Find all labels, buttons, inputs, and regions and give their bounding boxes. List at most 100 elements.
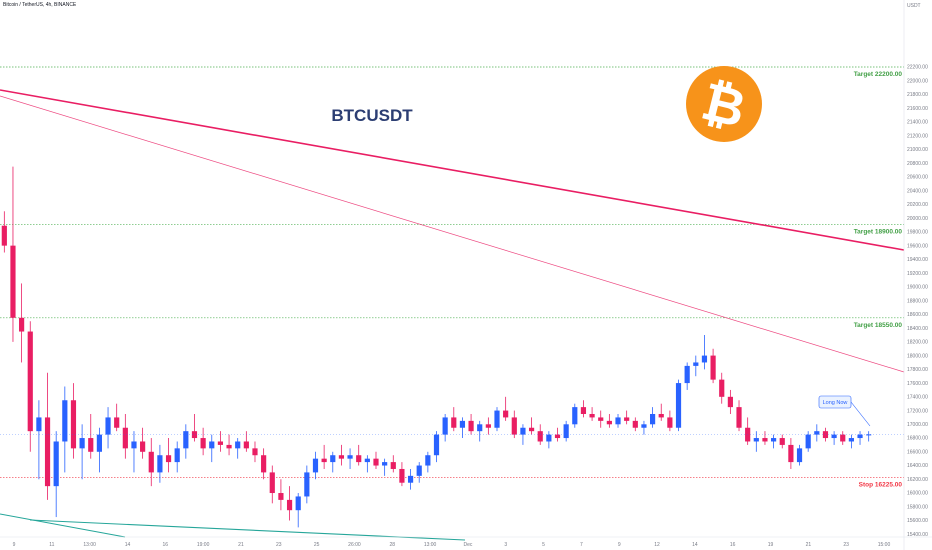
candle-body [338,455,345,459]
time-tick-label: 16 [730,542,736,548]
long-now-callout[interactable]: Long Now [818,395,871,427]
candle-body [606,420,612,425]
candle-body [511,417,517,435]
price-tick-label: 15600.00 [907,518,928,524]
bitcoin-logo-icon: ₿ [686,66,762,142]
green-line-lower[interactable] [0,513,126,538]
candle-body [589,413,595,418]
candle-body [295,496,301,511]
time-tick-label: 13:00 [424,542,437,548]
candle-body [632,420,638,428]
candle-body [356,455,362,463]
candle-body [70,400,77,449]
price-tick-label: 21600.00 [907,106,928,112]
candle-body [105,417,111,435]
candle-body [805,434,811,449]
time-tick-label: 21 [806,542,812,548]
candle-body [330,455,336,463]
candle-body [710,355,716,380]
price-axis-labels: 22200.00 22000.00 21800.00 21600.00 21400.00… [907,65,928,538]
candle-body [321,458,327,463]
candle-body [641,424,647,428]
candle-body [736,407,742,428]
candle-body [459,420,466,428]
price-tick-label: 21000.00 [907,147,928,153]
candle-body [580,407,587,414]
candle-body [373,458,379,466]
candle-body [624,417,630,421]
candle-body [779,438,785,445]
candle-body [762,438,768,442]
price-tick-label: 19000.00 [907,285,928,291]
price-tick-label: 16200.00 [907,477,928,483]
time-tick-label: 9 [618,542,621,548]
candle-body [848,438,854,442]
candle-body [261,455,267,473]
time-tick-label: 23 [843,542,849,548]
price-axis[interactable] [904,0,932,550]
candle-body [537,431,543,442]
price-tick-label: 16800.00 [907,436,928,442]
time-tick-label: Dec [463,542,472,548]
price-tick-label: 20600.00 [907,175,928,181]
candle-body [44,417,51,487]
candle-body [701,355,708,363]
candle-body [114,417,120,428]
level-label: Stop 16225.00 [859,482,903,489]
price-tick-label: 19400.00 [907,257,928,263]
candle-body [822,431,829,439]
candles-layer: 16853.91 [0,166,931,528]
candle-body [312,458,319,473]
candle-body [866,434,872,436]
candle-body [1,225,7,246]
candle-body [399,468,405,483]
time-tick-label: 28 [389,542,395,548]
candle-body [451,417,457,428]
candle-body [140,441,146,452]
candle-body [278,493,284,500]
candle-body [122,427,128,449]
candle-body [788,444,794,463]
price-tick-label: 19800.00 [907,230,928,236]
time-tick-label: 9 [13,542,16,548]
candle-body [719,379,725,397]
time-tick-label: 25 [314,542,320,548]
candle-body [286,499,293,511]
candle-body [304,472,310,497]
candle-body [252,448,258,456]
candle-body [235,441,241,449]
candle-body [191,431,198,439]
price-tick-label: 18600.00 [907,312,928,318]
trend-line-main[interactable] [0,89,905,251]
candle-body [88,438,94,452]
time-tick-label: 5 [542,542,545,548]
candle-body [364,458,370,463]
candle-body [468,420,474,432]
price-tick-label: 17400.00 [907,395,928,401]
price-tick-label: 18200.00 [907,340,928,346]
candle-body [269,472,275,494]
currency-label: USDT [907,3,921,9]
time-axis-labels: 9 11 13:00 14 16 19:00 21 23 25 26:00 28 13:00 Dec 3 5… [13,542,891,548]
candle-body [53,441,59,487]
price-tick-label: 21200.00 [907,133,928,139]
candle-body [62,400,68,442]
price-tick-label: 20800.00 [907,161,928,167]
candle-body [200,438,206,449]
long-now-label: Long Now [823,400,848,406]
candle-body [649,413,656,425]
price-tick-label: 21800.00 [907,92,928,98]
price-tick-label: 18400.00 [907,326,928,332]
green-line-upper[interactable] [29,519,466,541]
price-tick-label: 22000.00 [907,78,928,84]
candle-body [407,475,414,483]
candle-body [503,410,509,418]
time-tick-label: 21 [238,542,244,548]
level-label: Target 18900.00 [854,228,903,235]
chart-title: BTCUSDT [331,106,413,125]
price-tick-label: 17800.00 [907,367,928,373]
trend-line-thin[interactable] [0,95,905,373]
price-tick-label: 16400.00 [907,463,928,469]
